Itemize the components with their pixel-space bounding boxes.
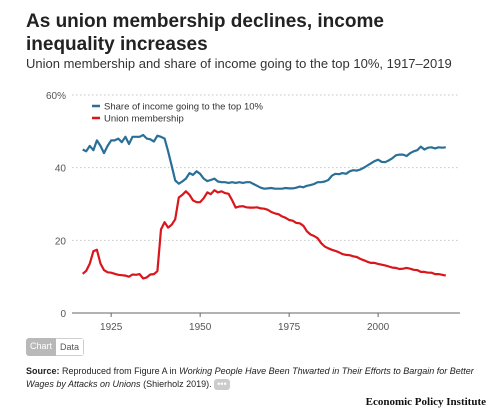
x-tick-label: 2000 xyxy=(367,322,390,330)
y-tick-label: 60% xyxy=(46,91,66,102)
brand-logo: Economic Policy Institute xyxy=(365,396,486,408)
chart-title: As union membership declines, income ine… xyxy=(26,11,384,55)
legend-label-income: Share of income going to the top 10% xyxy=(104,102,264,113)
source-citation: Working People Have Been Thwarted in The… xyxy=(26,366,474,389)
x-tick-label: 1950 xyxy=(189,322,212,330)
y-tick-label: 40 xyxy=(55,164,67,175)
x-tick-label: 1975 xyxy=(278,322,301,330)
more-button[interactable]: ••• xyxy=(214,379,230,391)
y-tick-label: 20 xyxy=(55,236,67,247)
x-tick-label: 1925 xyxy=(100,322,123,330)
legend-label-union: Union membership xyxy=(104,114,184,125)
source-label: Source: xyxy=(26,366,60,376)
source-note: Source: Reproduced from Figure A in Work… xyxy=(26,365,486,391)
income-share-line xyxy=(82,133,446,190)
chart-subtitle: Union membership and share of income goi… xyxy=(26,56,452,71)
view-tabs: Chart Data xyxy=(26,338,85,356)
y-tick-label: 0 xyxy=(60,309,66,320)
tab-chart[interactable]: Chart xyxy=(26,338,57,356)
union-membership-line xyxy=(81,189,447,280)
source-text-2: (Shierholz 2019). xyxy=(143,379,212,389)
tab-data[interactable]: Data xyxy=(56,338,85,356)
source-text-1: Reproduced from Figure A in xyxy=(62,366,177,376)
line-chart: 0 20 40 60% 1925 1950 1975 2000 Share of income… xyxy=(46,91,460,330)
